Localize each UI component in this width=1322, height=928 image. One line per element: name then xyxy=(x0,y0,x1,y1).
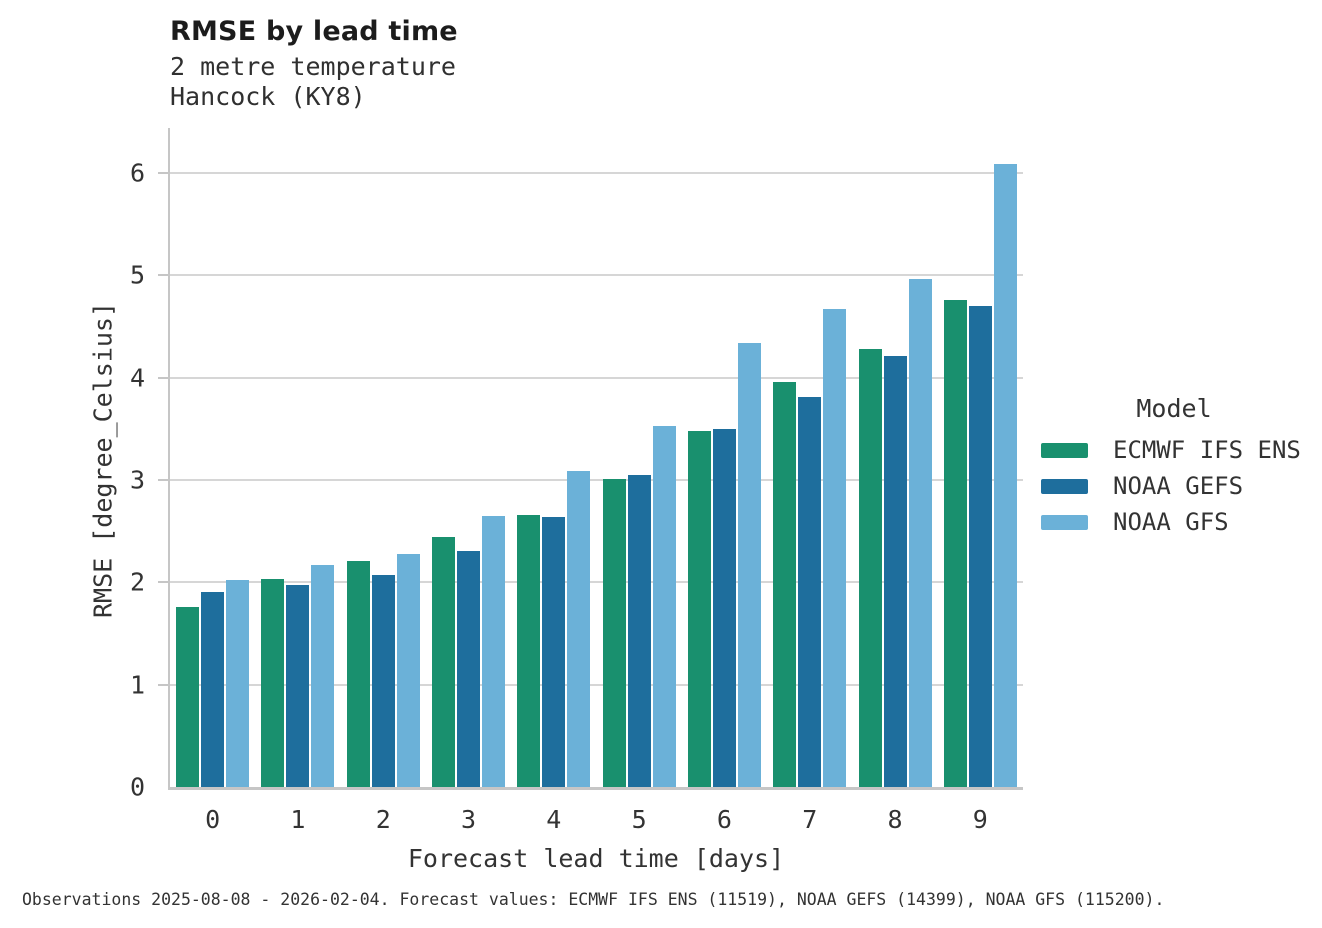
bar-ecmwf-ifs-ens-lead-2 xyxy=(346,560,370,787)
bar-noaa-gefs-lead-2 xyxy=(371,575,395,787)
legend-swatch-noaa-gefs xyxy=(1041,478,1088,494)
bar-group-lead-0: 0 xyxy=(170,128,255,834)
y-tick-label-2: 2 xyxy=(129,567,145,597)
bar-noaa-gfs-lead-6 xyxy=(737,342,761,787)
bar-ecmwf-ifs-ens-lead-9 xyxy=(943,299,967,787)
bar-ecmwf-ifs-ens-lead-3 xyxy=(432,537,456,787)
bar-group-lead-1: 1 xyxy=(255,128,340,834)
subtitle-variable: 2 metre temperature xyxy=(170,52,456,81)
legend-swatch-ecmwf-ifs-ens xyxy=(1041,442,1088,458)
bar-group-lead-5: 5 xyxy=(596,128,681,834)
bar-noaa-gfs-lead-4 xyxy=(567,470,591,787)
y-tick-label-5: 5 xyxy=(129,260,145,290)
y-tick-label-3: 3 xyxy=(129,465,145,495)
bar-noaa-gefs-lead-0 xyxy=(201,591,225,787)
bar-noaa-gefs-lead-7 xyxy=(798,397,822,787)
bar-noaa-gefs-lead-8 xyxy=(883,356,907,787)
bar-noaa-gefs-lead-6 xyxy=(712,428,736,787)
subtitle-station: Hancock (KY8) xyxy=(170,82,366,111)
gridline-y-4 xyxy=(170,376,1023,379)
x-tick-label-8: 8 xyxy=(887,805,903,834)
bar-noaa-gfs-lead-0 xyxy=(226,580,250,787)
bar-group-lead-4: 4 xyxy=(511,128,596,834)
x-tick-label-1: 1 xyxy=(290,805,306,834)
legend-label-ecmwf-ifs-ens: ECMWF IFS ENS xyxy=(1113,436,1301,464)
legend-entry-noaa-gfs: NOAA GFS xyxy=(1041,508,1307,536)
y-tick-label-6: 6 xyxy=(129,158,145,188)
bar-group-lead-8: 8 xyxy=(852,128,937,834)
bar-ecmwf-ifs-ens-lead-5 xyxy=(602,479,626,787)
x-tick-label-3: 3 xyxy=(461,805,477,834)
legend-label-noaa-gfs: NOAA GFS xyxy=(1113,508,1229,536)
bar-ecmwf-ifs-ens-lead-8 xyxy=(858,349,882,787)
plot-area: 0 1 2 3 4 5 6 7 8 9 0 1 2 3 4 5 6 xyxy=(130,128,1023,834)
bar-ecmwf-ifs-ens-lead-7 xyxy=(773,381,797,787)
bar-ecmwf-ifs-ens-lead-1 xyxy=(261,579,285,787)
bar-noaa-gefs-lead-3 xyxy=(457,550,481,787)
bar-group-lead-7: 7 xyxy=(767,128,852,834)
x-tick-label-5: 5 xyxy=(631,805,647,834)
footer-note: Observations 2025-08-08 - 2026-02-04. Fo… xyxy=(22,890,1165,909)
bar-noaa-gfs-lead-7 xyxy=(823,309,847,787)
bar-groups: 0 1 2 3 4 5 6 7 8 9 xyxy=(170,128,1023,834)
bar-group-lead-2: 2 xyxy=(341,128,426,834)
y-tick-label-1: 1 xyxy=(129,670,145,700)
gridline-y-6 xyxy=(170,172,1023,175)
x-tick-label-9: 9 xyxy=(972,805,988,834)
bar-noaa-gefs-lead-5 xyxy=(627,474,651,787)
bar-noaa-gfs-lead-1 xyxy=(311,564,335,787)
legend: Model ECMWF IFS ENS NOAA GEFS NOAA GFS xyxy=(1041,394,1307,544)
bar-noaa-gfs-lead-2 xyxy=(396,553,420,787)
bar-ecmwf-ifs-ens-lead-6 xyxy=(687,430,711,787)
bar-group-lead-6: 6 xyxy=(682,128,767,834)
page-title: RMSE by lead time xyxy=(170,16,458,47)
gridline-y-2 xyxy=(170,581,1023,584)
legend-entries: ECMWF IFS ENS NOAA GEFS NOAA GFS xyxy=(1041,436,1307,536)
x-tick-label-2: 2 xyxy=(375,805,391,834)
x-tick-label-6: 6 xyxy=(716,805,732,834)
bar-group-lead-3: 3 xyxy=(426,128,511,834)
bar-ecmwf-ifs-ens-lead-4 xyxy=(517,514,541,787)
legend-label-noaa-gefs: NOAA GEFS xyxy=(1113,472,1244,500)
legend-entry-ecmwf-ifs-ens: ECMWF IFS ENS xyxy=(1041,436,1307,464)
x-tick-label-7: 7 xyxy=(802,805,818,834)
y-tick-mark-4 xyxy=(158,376,170,379)
bar-noaa-gfs-lead-5 xyxy=(652,425,676,787)
x-axis-title: Forecast lead time [days] xyxy=(407,844,785,873)
title-block: RMSE by lead time 2 metre temperature Ha… xyxy=(170,16,458,112)
bar-ecmwf-ifs-ens-lead-0 xyxy=(176,606,200,787)
bar-noaa-gfs-lead-3 xyxy=(482,515,506,787)
bar-noaa-gefs-lead-4 xyxy=(542,516,566,787)
bar-noaa-gfs-lead-9 xyxy=(993,163,1017,787)
x-tick-label-4: 4 xyxy=(546,805,562,834)
bar-noaa-gefs-lead-1 xyxy=(286,585,310,787)
gridline-y-1 xyxy=(170,683,1023,686)
legend-swatch-noaa-gfs xyxy=(1041,514,1088,530)
gridline-y-5 xyxy=(170,274,1023,277)
y-tick-mark-5 xyxy=(158,274,170,277)
y-tick-mark-1 xyxy=(158,683,170,686)
y-tick-mark-2 xyxy=(158,581,170,584)
y-tick-label-0: 0 xyxy=(129,772,145,802)
gridline-y-3 xyxy=(170,479,1023,482)
legend-title: Model xyxy=(1136,394,1212,423)
y-tick-mark-3 xyxy=(158,479,170,482)
y-tick-mark-6 xyxy=(158,172,170,175)
legend-entry-noaa-gefs: NOAA GEFS xyxy=(1041,472,1307,500)
bar-group-lead-9: 9 xyxy=(938,128,1023,834)
y-tick-label-4: 4 xyxy=(129,363,145,393)
bar-noaa-gfs-lead-8 xyxy=(908,279,932,787)
bar-noaa-gefs-lead-9 xyxy=(968,306,992,787)
x-tick-label-0: 0 xyxy=(205,805,221,834)
y-axis-title: RMSE [degree_Celsius] xyxy=(88,301,118,619)
